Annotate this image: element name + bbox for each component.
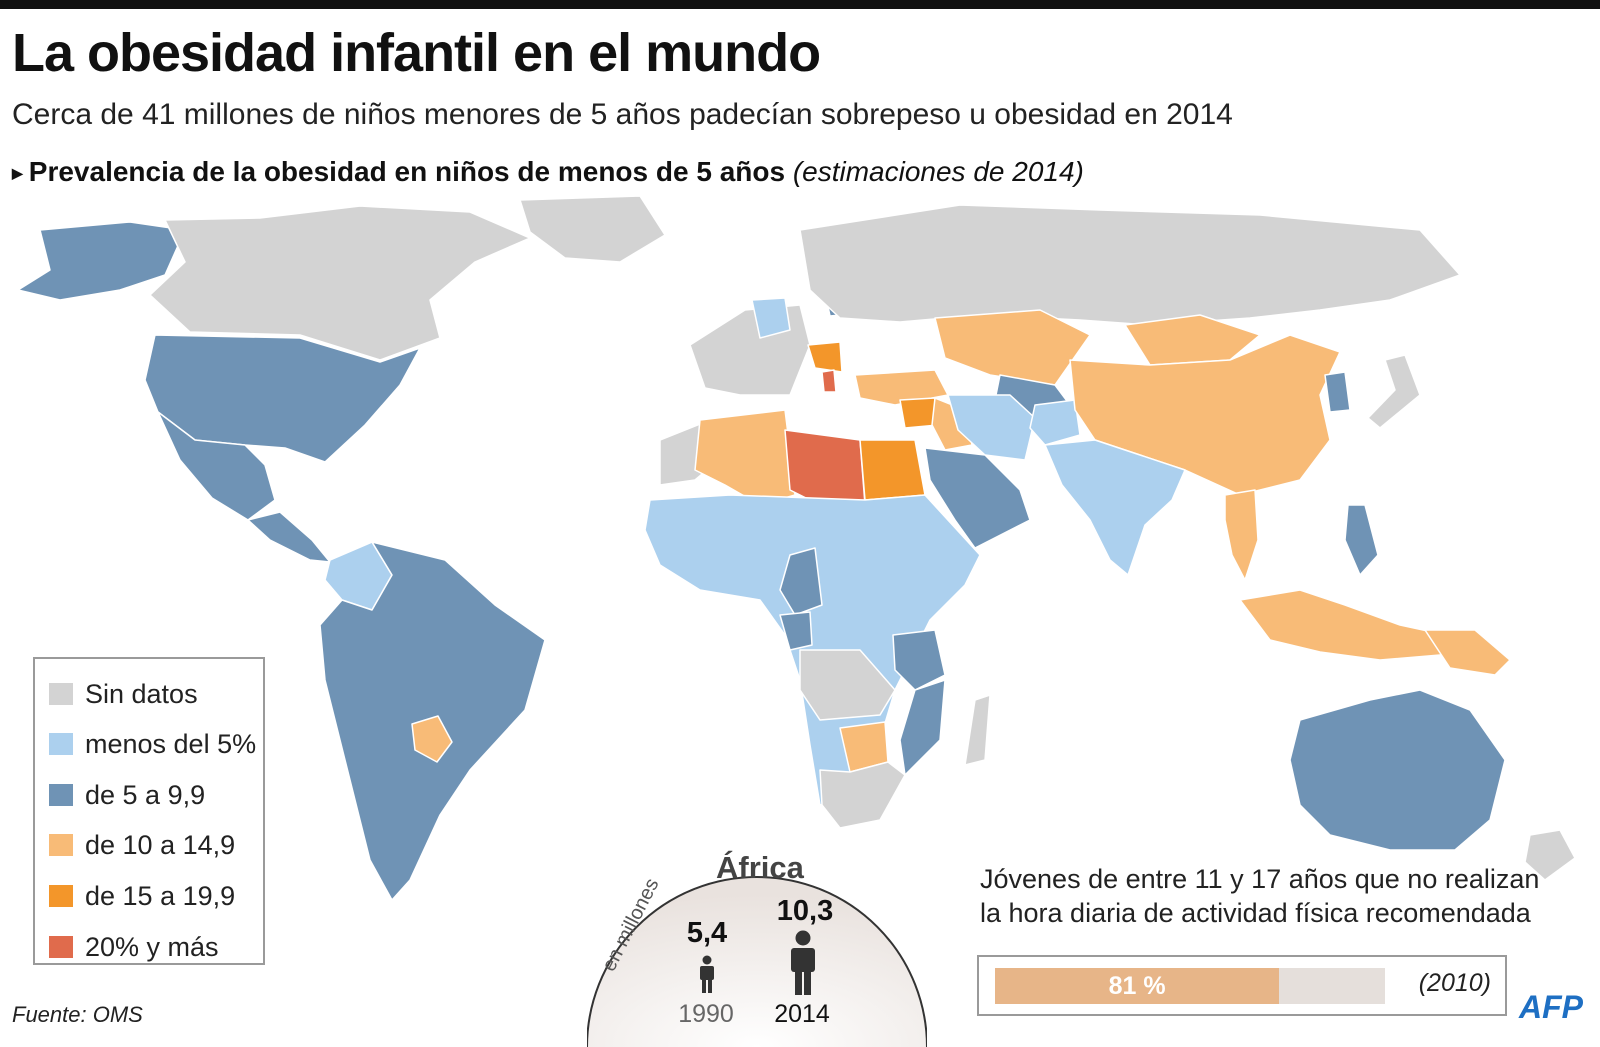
africa-value-2014: 10,3	[776, 895, 834, 927]
region-egypt: Egipto	[859, 439, 926, 501]
region-russia: Rusia	[799, 204, 1461, 326]
afp-logo: AFP	[1518, 989, 1584, 1025]
world-map: Alaska Canadá Groenlandia Estados Unidos…	[17, 195, 1576, 901]
region-new-zealand: Nueva Zelanda	[1524, 829, 1576, 881]
section-note: (estimaciones de 2014)	[792, 156, 1084, 187]
region-angola-zambia: Angola y Zambia	[799, 649, 896, 721]
region-afghanistan: Japón	[1029, 399, 1081, 446]
region-algeria: Argelia	[694, 409, 796, 506]
legend-swatch	[49, 885, 73, 907]
legend-swatch	[49, 683, 73, 705]
map-legend: Sin datos menos del 5% de 5 a 9,9 de 10 …	[33, 657, 265, 965]
map-section-title: ▶ Prevalencia de la obesidad en niños de …	[12, 156, 1084, 188]
region-mozambique: Mozambique	[899, 679, 946, 776]
legend-item: Sin datos	[49, 679, 198, 709]
africa-title: África	[716, 850, 804, 885]
region-madagascar: Madagascar	[964, 694, 991, 766]
legend-label: menos del 5%	[85, 728, 257, 759]
africa-year-1990: 1990	[678, 1000, 734, 1028]
top-rule	[0, 0, 1600, 9]
region-iran: Corea	[947, 394, 1036, 461]
region-japan: Irán	[1367, 354, 1421, 429]
region-balkans: Balcanes	[807, 341, 843, 373]
region-philippines: Filipinas	[1344, 504, 1379, 576]
legend-label: de 10 a 14,9	[85, 829, 236, 860]
africa-value-1990: 5,4	[686, 917, 728, 949]
region-indonesia: Indonesia	[1239, 589, 1461, 661]
region-libya: Libia	[784, 429, 866, 506]
region-greenland: Groenlandia	[519, 195, 666, 263]
section-title-text: Prevalencia de la obesidad en niños de m…	[28, 156, 786, 187]
triangle-right-icon: ▶	[12, 165, 23, 182]
region-paraguay: Paraguay	[411, 715, 453, 763]
region-western-europe: Europa occidental	[689, 304, 811, 396]
region-kazakhstan: Kazajistán	[934, 309, 1091, 386]
legend-label: de 15 a 19,9	[85, 880, 236, 911]
region-mexico: México	[157, 411, 276, 521]
activity-text-line2: la hora diaria de actividad física recom…	[980, 898, 1531, 928]
region-central-america: Centroamérica	[247, 511, 331, 563]
region-alaska: Alaska	[17, 221, 186, 301]
legend-swatch	[49, 784, 73, 806]
activity-bar-fill: 81 %	[995, 968, 1280, 1004]
region-korea: Afganistán	[1324, 371, 1351, 413]
region-papua: Papúa Nueva Guinea	[1424, 629, 1511, 676]
legend-swatch	[49, 936, 73, 958]
person-icon	[700, 955, 714, 993]
activity-text-line1: Jóvenes de entre 11 y 17 años que no rea…	[980, 864, 1540, 894]
region-germany: Alemania	[751, 297, 791, 339]
legend-item: 20% y más	[49, 932, 219, 962]
region-saudi-arabia: Arabia Saudita	[924, 447, 1031, 549]
region-south-africa: Sudáfrica	[819, 761, 906, 829]
region-cameroon: Camerún	[779, 547, 823, 616]
legend-label: 20% y más	[85, 931, 219, 962]
activity-description: Jóvenes de entre 11 y 17 años que no rea…	[980, 862, 1540, 930]
svg-text:AFP: AFP	[1518, 989, 1584, 1025]
activity-bar-track: 81 %	[995, 968, 1385, 1004]
legend-swatch	[49, 733, 73, 755]
legend-item: de 5 a 9,9	[49, 780, 205, 810]
activity-year: (2010)	[1418, 969, 1491, 997]
activity-box: 81 % (2010)	[977, 955, 1507, 1016]
region-thailand: Tailandia	[1224, 489, 1259, 581]
activity-bar-label: 81 %	[1108, 971, 1166, 1000]
page-subtitle: Cerca de 41 millones de niños menores de…	[12, 98, 1233, 131]
legend-swatch	[49, 834, 73, 856]
legend-label: Sin datos	[85, 678, 198, 709]
legend-item: de 10 a 14,9	[49, 830, 235, 860]
region-albania: Albania	[821, 369, 837, 393]
region-canada: Canadá	[149, 205, 531, 361]
legend-item: menos del 5%	[49, 729, 256, 759]
africa-year-2014: 2014	[774, 1000, 830, 1028]
region-gabon-congo: Gabón y Congo	[779, 611, 813, 651]
africa-semicircle	[587, 876, 927, 1047]
legend-item: de 15 a 19,9	[49, 881, 235, 911]
page-title: La obesidad infantil en el mundo	[12, 23, 821, 83]
person-icon	[791, 930, 815, 995]
region-australia: Australia	[1289, 689, 1506, 851]
region-south-asia: India y sur de Asia	[1044, 439, 1186, 576]
region-tanzania: Tanzania	[892, 629, 946, 691]
legend-label: de 5 a 9,9	[85, 779, 206, 810]
source-note: Fuente: OMS	[12, 1002, 143, 1027]
region-mongolia: Mongolia	[1124, 314, 1261, 366]
